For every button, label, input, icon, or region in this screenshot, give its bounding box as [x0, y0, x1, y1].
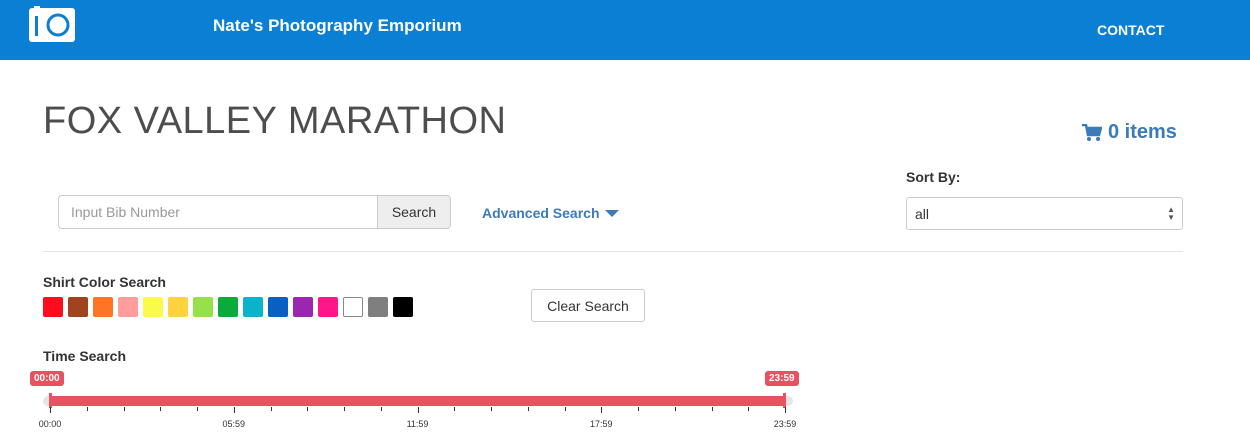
color-swatch[interactable]	[393, 297, 413, 317]
color-swatch[interactable]	[168, 297, 188, 317]
slider-tick-label: 05:59	[222, 419, 246, 429]
color-swatch[interactable]	[118, 297, 138, 317]
search-button[interactable]: Search	[377, 195, 451, 229]
cart-count: 0 items	[1108, 121, 1177, 143]
slider-tick	[344, 407, 345, 411]
select-arrows-icon: ▲ ▼	[1167, 205, 1175, 222]
color-swatch[interactable]	[293, 297, 313, 317]
color-swatch[interactable]	[243, 297, 263, 317]
slider-tick	[748, 407, 750, 411]
slider-tick	[674, 407, 676, 411]
clear-search-button[interactable]: Clear Search	[531, 289, 645, 322]
slider-tick-label: 00:00	[38, 419, 62, 429]
start-handle-label: 00:00	[30, 371, 64, 386]
slider-tick	[307, 407, 309, 411]
slider-tick	[564, 407, 566, 411]
slider-tick	[601, 407, 603, 413]
navbar: Nate's Photography Emporium CONTACT	[0, 0, 1250, 60]
color-swatch[interactable]	[268, 297, 288, 317]
slider-tick	[233, 407, 235, 413]
slider-tick	[417, 407, 419, 413]
shirt-color-label: Shirt Color Search	[43, 274, 166, 290]
time-range-slider[interactable]: 00:00 23:59 00:00 05:59 11:59 17:59 23:59	[0, 368, 820, 448]
slider-tick-label: 11:59	[406, 419, 429, 429]
slider-tick	[638, 407, 639, 411]
slider-tick	[197, 407, 198, 411]
slider-tick-label: 23:59	[773, 419, 797, 429]
color-swatch[interactable]	[43, 297, 63, 317]
color-swatch[interactable]	[318, 297, 338, 317]
slider-selected-range	[50, 396, 785, 406]
contact-link[interactable]: CONTACT	[1097, 22, 1165, 38]
cart-icon	[1082, 123, 1102, 141]
slider-tick	[380, 407, 382, 411]
advanced-search-label: Advanced Search	[482, 205, 600, 221]
divider	[43, 251, 1183, 252]
slider-tick-label: 17:59	[589, 419, 613, 429]
color-swatch[interactable]	[93, 297, 113, 317]
color-swatch[interactable]	[218, 297, 238, 317]
color-swatch[interactable]	[193, 297, 213, 317]
slider-tick	[711, 407, 713, 411]
time-search-label: Time Search	[43, 348, 127, 364]
color-swatch[interactable]	[343, 297, 363, 317]
slider-tick	[86, 407, 88, 411]
slider-tick	[123, 407, 125, 411]
shirt-color-swatches	[43, 297, 413, 317]
sort-label: Sort By:	[906, 169, 961, 185]
brand-title[interactable]: Nate's Photography Emporium	[213, 16, 462, 35]
slider-tick	[50, 407, 51, 413]
start-handle[interactable]	[49, 393, 52, 408]
slider-tick	[527, 407, 529, 411]
advanced-search-toggle[interactable]: Advanced Search	[482, 205, 619, 221]
camera-icon[interactable]	[28, 6, 76, 44]
slider-tick	[785, 407, 786, 413]
caret-down-icon	[604, 209, 619, 217]
page-title: FOX VALLEY MARATHON	[43, 100, 507, 142]
sort-selected-value: all	[915, 205, 930, 222]
end-handle-label: 23:59	[765, 371, 799, 386]
end-handle[interactable]	[783, 393, 786, 408]
slider-tick	[270, 407, 272, 411]
slider-tick	[454, 407, 456, 411]
color-swatch[interactable]	[143, 297, 163, 317]
color-swatch[interactable]	[368, 297, 388, 317]
cart-link[interactable]: 0 items	[1082, 121, 1177, 144]
bib-number-input[interactable]	[58, 195, 378, 229]
slider-tick	[160, 407, 162, 411]
color-swatch[interactable]	[68, 297, 88, 317]
sort-select[interactable]: all ▲ ▼	[906, 197, 1183, 230]
slider-tick	[491, 407, 492, 411]
